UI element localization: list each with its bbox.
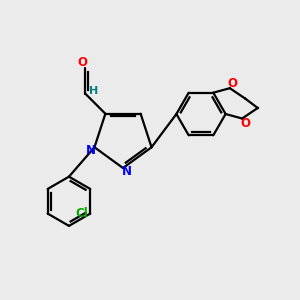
Text: H: H	[89, 85, 98, 96]
Text: N: N	[122, 165, 132, 178]
Text: O: O	[77, 56, 87, 69]
Text: O: O	[240, 117, 250, 130]
Text: Cl: Cl	[76, 207, 88, 220]
Text: O: O	[228, 76, 238, 90]
Text: N: N	[86, 144, 96, 158]
